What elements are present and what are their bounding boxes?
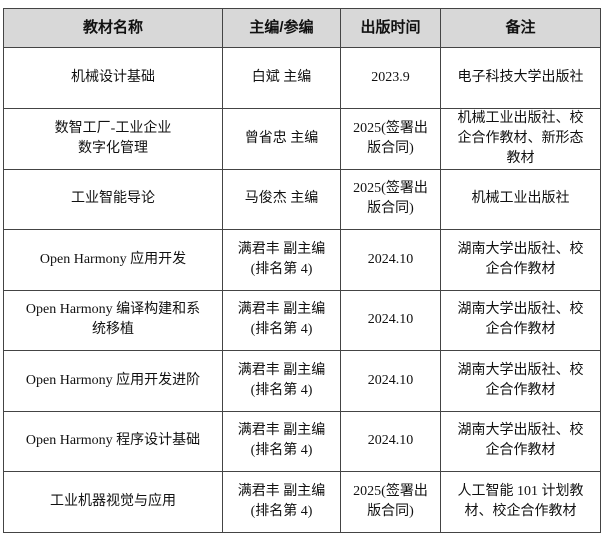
cell-note: 湖南大学出版社、校 企合作教材	[440, 289, 601, 351]
table-row: 工业智能导论 马俊杰 主编 2025(签署出 版合同) 机械工业出版社	[3, 168, 601, 230]
table-row: 机械设计基础 白斌 主编 2023.9 电子科技大学出版社	[3, 47, 601, 109]
cell-editor: 满君丰 副主编 (排名第 4)	[222, 410, 341, 472]
cell-note: 机械工业出版社	[440, 168, 601, 230]
cell-note: 湖南大学出版社、校 企合作教材	[440, 410, 601, 472]
cell-name: Open Harmony 程序设计基础	[3, 410, 223, 472]
table-row: 数智工厂-工业企业 数字化管理 曾省忠 主编 2025(签署出 版合同) 机械工业出版…	[3, 107, 601, 170]
table-row: Open Harmony 程序设计基础 满君丰 副主编 (排名第 4) 2024.1…	[3, 410, 601, 472]
cell-date: 2025(签署出 版合同)	[340, 168, 441, 230]
cell-name: Open Harmony 编译构建和系 统移植	[3, 289, 223, 351]
cell-note: 湖南大学出版社、校 企合作教材	[440, 229, 601, 291]
table-row: 工业机器视觉与应用 满君丰 副主编 (排名第 4) 2025(签署出 版合同) 人工智…	[3, 471, 601, 533]
header-name: 教材名称	[3, 8, 223, 48]
header-row: 教材名称 主编/参编 出版时间 备注	[3, 8, 601, 48]
cell-name: 数智工厂-工业企业 数字化管理	[3, 107, 223, 170]
cell-editor: 马俊杰 主编	[222, 168, 341, 230]
cell-name: 工业智能导论	[3, 168, 223, 230]
cell-name: 机械设计基础	[3, 47, 223, 109]
cell-date: 2025(签署出 版合同)	[340, 471, 441, 533]
textbook-table: 教材名称 主编/参编 出版时间 备注 机械设计基础 白斌 主编 2023.9 电子科技…	[3, 8, 601, 533]
cell-editor: 满君丰 副主编 (排名第 4)	[222, 350, 341, 412]
cell-name: 工业机器视觉与应用	[3, 471, 223, 533]
cell-note: 机械工业出版社、校 企合作教材、新形态 教材	[440, 107, 601, 170]
table-row: Open Harmony 编译构建和系 统移植 满君丰 副主编 (排名第 4) 20…	[3, 289, 601, 351]
cell-editor: 满君丰 副主编 (排名第 4)	[222, 471, 341, 533]
header-editor: 主编/参编	[222, 8, 341, 48]
cell-name: Open Harmony 应用开发进阶	[3, 350, 223, 412]
cell-date: 2025(签署出 版合同)	[340, 107, 441, 170]
header-date: 出版时间	[340, 8, 441, 48]
header-note: 备注	[440, 8, 601, 48]
cell-editor: 白斌 主编	[222, 47, 341, 109]
cell-name: Open Harmony 应用开发	[3, 229, 223, 291]
cell-date: 2024.10	[340, 410, 441, 472]
cell-note: 人工智能 101 计划教 材、校企合作教材	[440, 471, 601, 533]
cell-date: 2023.9	[340, 47, 441, 109]
cell-editor: 满君丰 副主编 (排名第 4)	[222, 289, 341, 351]
cell-date: 2024.10	[340, 350, 441, 412]
cell-note: 湖南大学出版社、校 企合作教材	[440, 350, 601, 412]
cell-editor: 满君丰 副主编 (排名第 4)	[222, 229, 341, 291]
cell-date: 2024.10	[340, 289, 441, 351]
cell-date: 2024.10	[340, 229, 441, 291]
cell-editor: 曾省忠 主编	[222, 107, 341, 170]
table-row: Open Harmony 应用开发进阶 满君丰 副主编 (排名第 4) 2024.1…	[3, 350, 601, 412]
cell-note: 电子科技大学出版社	[440, 47, 601, 109]
table-row: Open Harmony 应用开发 满君丰 副主编 (排名第 4) 2024.10 湖…	[3, 229, 601, 291]
